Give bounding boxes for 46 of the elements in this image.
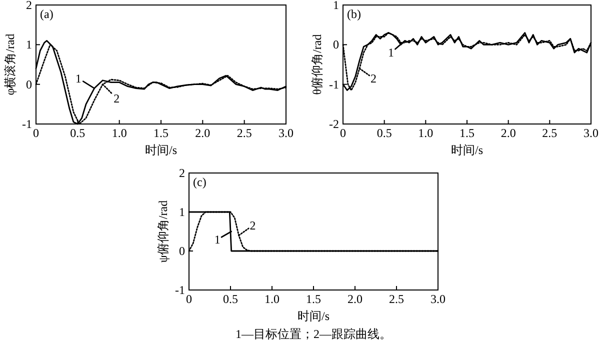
x-tick-label: 1.5 [306,292,321,306]
x-axis-title: 时间/s [144,143,178,157]
x-tick-label: 2.5 [236,126,252,140]
y-tick-label: 2 [179,166,185,180]
legend-label: 2 [370,71,377,86]
y-axis-title: θ俯仰角/rad [310,34,324,95]
y-axis-title: φ横滚角/rad [3,34,17,96]
x-tick-label: 1.0 [112,126,127,140]
y-tick-label: 0 [333,38,339,52]
x-tick-label: 1.5 [154,126,168,140]
x-tick-label: 2.5 [542,126,558,140]
x-tick-label: 1.0 [264,292,280,306]
x-tick-label: 0.5 [70,126,86,140]
x-axis-title: 时间/s [450,143,484,157]
chart-title: (b) [347,7,361,21]
chart-title: (c) [193,175,206,189]
y-tick-label: 1 [179,205,185,219]
x-axis-title: 时间/s [297,309,330,323]
x-tick-label: 2.0 [500,126,516,140]
y-tick-label: 2 [26,0,32,12]
series-label: 2 [114,91,120,106]
x-tick-label: 3.0 [278,126,294,140]
x-tick-label: 3.0 [430,292,446,306]
legend-label: 2 [250,218,256,232]
y-tick-label: -1 [329,77,339,92]
text: 1—目标位置；2—跟踪曲线。 [236,327,392,341]
y-tick-label: -1 [175,283,185,297]
series-label: 1 [388,46,394,60]
x-tick-label: 3.0 [584,126,598,140]
x-tick-label: 0.5 [223,292,238,306]
y-tick-label: 0 [179,244,185,258]
y-tick-label: -1 [22,117,32,131]
x-tick-label: 1.0 [418,126,434,140]
y-tick-label: 1 [26,38,32,52]
y-axis-title: ψ俯仰角/rad [156,200,170,263]
y-tick-label: 1 [333,0,339,12]
chart-title: (a) [40,7,54,21]
x-tick-label: 2.5 [389,292,404,306]
series-label: 1 [214,232,220,246]
x-tick-label: 0.5 [376,126,392,140]
legend-label: 1 [75,71,82,86]
x-tick-label: 2.0 [348,292,362,306]
y-tick-label: 0 [26,77,32,92]
y-tick-label: -2 [329,117,339,131]
x-tick-label: 1.5 [460,126,474,140]
x-tick-label: 2.0 [195,126,210,140]
